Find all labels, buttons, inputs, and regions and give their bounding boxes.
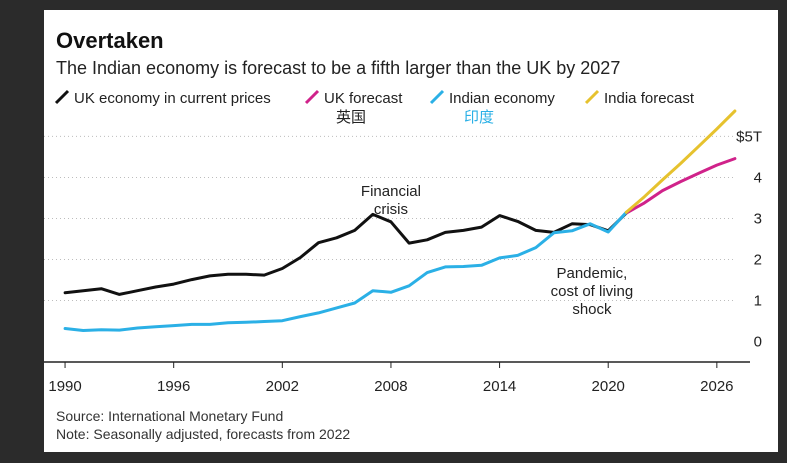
watermark-line1: 昆仑策研究院 — [654, 413, 750, 432]
y-axis-ticks: 0 1 2 3 4 $5T — [736, 128, 762, 350]
legend-item-3: India forecast — [584, 89, 695, 107]
legend-item-0: UK economy in current prices — [54, 89, 271, 107]
x-tick-label: 2002 — [266, 378, 299, 395]
chart-subtitle: The Indian economy is forecast to be a f… — [56, 58, 620, 78]
x-axis-ticks: 1990 1996 2002 2008 2014 2020 2026 — [48, 362, 734, 395]
legend-annotation-india: 印度 — [464, 108, 494, 126]
chart-card: Overtaken The Indian economy is forecast… — [44, 10, 778, 452]
source-note: Source: International Monetary Fund — [56, 408, 283, 424]
legend-swatch — [54, 89, 70, 105]
legend-label: UK forecast — [324, 90, 403, 107]
legend-item-1: UK forecast — [304, 89, 403, 107]
watermark-line2: 搜狐号@国获视界 — [610, 432, 738, 451]
legend-label: India forecast — [604, 90, 695, 107]
y-tick-label: 2 — [754, 252, 762, 269]
x-tick-label: 1990 — [48, 378, 81, 395]
legend-label: Indian economy — [449, 90, 555, 107]
legend-annotation-uk: 英国 — [336, 108, 366, 126]
annotation-0: Financial crisis — [361, 183, 421, 218]
y-tick-label: 0 — [754, 334, 762, 351]
series-line-3 — [624, 109, 737, 214]
x-tick-label: 1996 — [157, 378, 190, 395]
y-tick-label: 1 — [754, 293, 762, 310]
gridlines — [44, 135, 750, 363]
x-tick-label: 2026 — [700, 378, 733, 395]
chart-title: Overtaken — [56, 28, 164, 53]
legend-item-2: Indian economy — [429, 89, 555, 107]
x-tick-label: 2020 — [592, 378, 625, 395]
y-tick-label: 3 — [754, 210, 762, 227]
legend-swatch — [304, 89, 320, 105]
legend-swatch — [584, 89, 600, 105]
legend: UK economy in current prices UK forecast I… — [54, 89, 695, 107]
x-tick-label: 2014 — [483, 378, 516, 395]
seasonal-note: Note: Seasonally adjusted, forecasts fro… — [56, 426, 350, 442]
y-tick-label: 4 — [754, 169, 762, 186]
series-line-2 — [63, 210, 628, 332]
series-line-1 — [624, 157, 737, 215]
x-tick-label: 2008 — [374, 378, 407, 395]
series-lines — [63, 109, 737, 332]
legend-label: UK economy in current prices — [74, 90, 271, 107]
series-line-0 — [63, 211, 628, 296]
chart-svg: Overtaken The Indian economy is forecast… — [44, 28, 762, 451]
annotation-1: Pandemic, cost of living shock — [551, 265, 634, 318]
legend-swatch — [429, 89, 445, 105]
y-tick-label: $5T — [736, 128, 762, 145]
annotations: Financial crisis Pandemic, cost of living sh… — [361, 183, 633, 318]
